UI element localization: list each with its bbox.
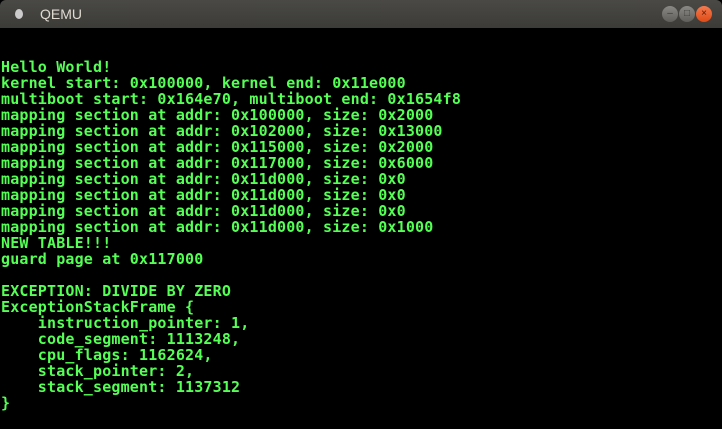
console-line: stack_segment: 1137312 bbox=[1, 378, 241, 396]
console-line: mapping section at addr: 0x117000, size:… bbox=[1, 154, 434, 172]
console-line: Hello World! bbox=[1, 58, 112, 76]
console-line: code_segment: 1113248, bbox=[1, 330, 241, 348]
console-line: mapping section at addr: 0x11d000, size:… bbox=[1, 170, 406, 188]
console-line: mapping section at addr: 0x11d000, size:… bbox=[1, 186, 406, 204]
console-line bbox=[1, 267, 461, 283]
console-line: mapping section at addr: 0x11d000, size:… bbox=[1, 202, 406, 220]
minimize-button[interactable]: – bbox=[662, 6, 678, 22]
console-line: } bbox=[1, 394, 11, 412]
console-line: guard page at 0x117000 bbox=[1, 250, 204, 268]
maximize-button[interactable]: □ bbox=[679, 6, 695, 22]
console-output: Hello World! kernel start: 0x100000, kern… bbox=[1, 59, 461, 411]
console-line: multiboot start: 0x164e70, multiboot end… bbox=[1, 90, 462, 108]
window-title: QEMU bbox=[40, 6, 82, 22]
console-line: cpu_flags: 1162624, bbox=[1, 346, 213, 364]
console-line: mapping section at addr: 0x11d000, size:… bbox=[1, 218, 434, 236]
console-line: mapping section at addr: 0x102000, size:… bbox=[1, 122, 443, 140]
console-line: EXCEPTION: DIVIDE BY ZERO bbox=[1, 282, 232, 300]
app-icon bbox=[15, 9, 23, 19]
console-line: mapping section at addr: 0x115000, size:… bbox=[1, 138, 434, 156]
qemu-display[interactable]: Hello World! kernel start: 0x100000, kern… bbox=[0, 28, 722, 429]
title-bar[interactable]: QEMU – □ × bbox=[0, 0, 722, 28]
console-line: kernel start: 0x100000, kernel end: 0x11… bbox=[1, 74, 406, 92]
console-line: stack_pointer: 2, bbox=[1, 362, 195, 380]
close-button[interactable]: × bbox=[696, 6, 712, 22]
console-line: ExceptionStackFrame { bbox=[1, 298, 195, 316]
console-line: instruction_pointer: 1, bbox=[1, 314, 250, 332]
console-line: NEW TABLE!!! bbox=[1, 234, 112, 252]
console-line: mapping section at addr: 0x100000, size:… bbox=[1, 106, 434, 124]
